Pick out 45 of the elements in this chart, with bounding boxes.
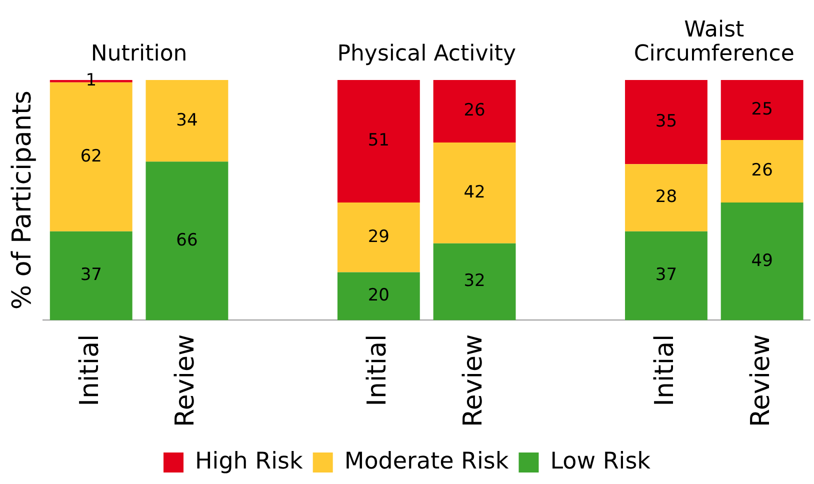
bar [146, 162, 228, 320]
text: Waist Circumference [634, 18, 794, 67]
data-label: 25 [751, 99, 773, 120]
bar [720, 80, 804, 140]
data-label: 49 [751, 250, 773, 271]
x-tick-label: Initial [650, 334, 680, 406]
data-label: 26 [464, 100, 486, 121]
bar [146, 80, 228, 162]
bar [720, 140, 804, 203]
x-tick-label: Review [170, 334, 201, 427]
x-tick-label: Initial [74, 334, 105, 406]
data-label: 34 [176, 110, 198, 130]
data-label: 35 [655, 111, 678, 132]
bar [433, 243, 516, 320]
y-axis-title: % of Participants [7, 90, 38, 310]
text: Physical Activity [337, 42, 516, 67]
legend-label: High Risk [195, 448, 304, 474]
bar [625, 231, 708, 320]
data-label: 20 [368, 286, 390, 306]
x-tick-label: Initial [362, 334, 392, 406]
data-label: 28 [655, 187, 678, 208]
bar [625, 80, 708, 164]
data-label: 1 [86, 70, 97, 91]
bar [433, 80, 516, 142]
bar [337, 202, 420, 272]
text: Nutrition [90, 42, 188, 67]
legend-label: Low Risk [550, 448, 652, 474]
data-label: 42 [464, 182, 486, 202]
data-label: 26 [751, 160, 773, 181]
bar [50, 231, 132, 320]
data-label: 51 [368, 130, 390, 151]
x-tick-label: Review [458, 334, 488, 427]
bar [625, 164, 708, 232]
x-tick-label: Review [746, 334, 776, 427]
bar [337, 272, 420, 320]
bar [433, 142, 516, 244]
data-label: 62 [80, 146, 102, 166]
legend-label: Moderate Risk [344, 448, 510, 474]
data-label: 32 [464, 271, 486, 292]
data-label: 29 [368, 226, 390, 247]
bar [337, 80, 420, 203]
data-label: 37 [80, 265, 102, 286]
bar [720, 202, 804, 320]
data-label: 66 [176, 230, 198, 250]
data-label: 37 [655, 265, 678, 286]
